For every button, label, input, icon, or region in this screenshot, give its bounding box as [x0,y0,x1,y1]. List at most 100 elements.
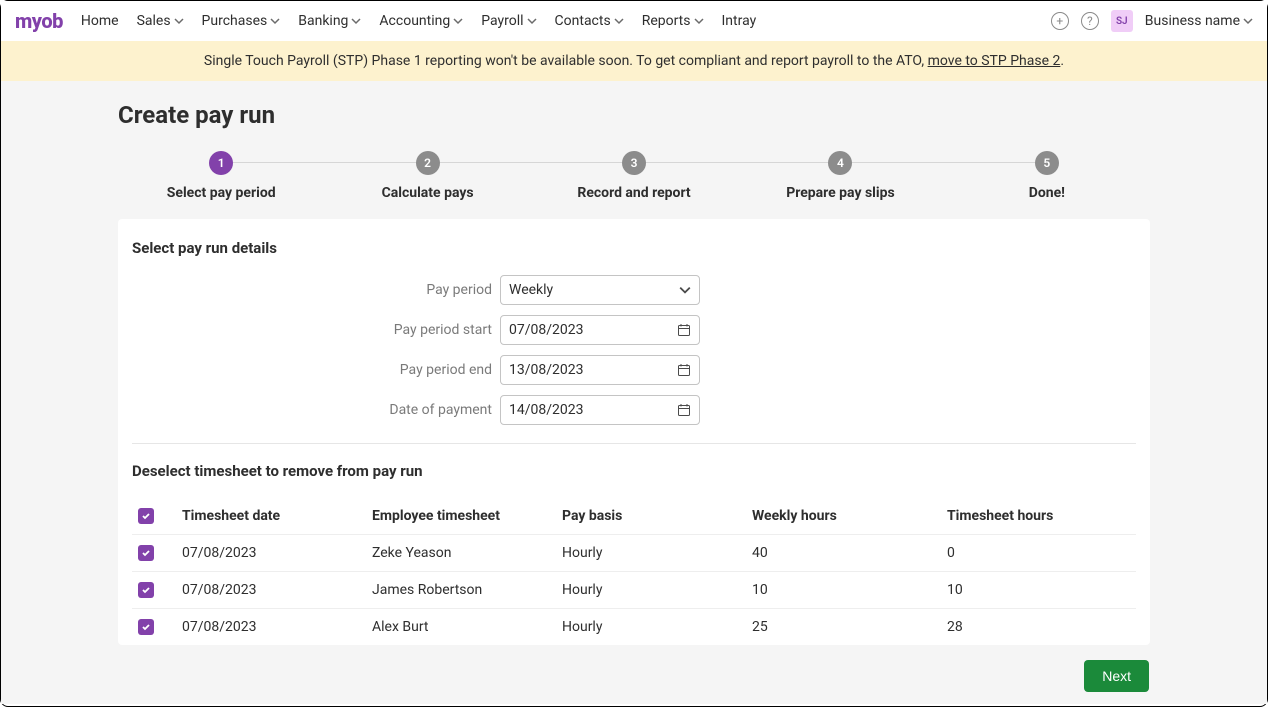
cell-timesheet-hours: 10 [947,582,1137,598]
banner-text-prefix: Single Touch Payroll (STP) Phase 1 repor… [204,53,928,69]
banner-text-suffix: . [1060,53,1064,69]
nav-items: Home Sales Purchases Banking Accounting Payro… [81,13,756,29]
business-name-label: Business name [1145,13,1240,29]
help-icon[interactable]: ? [1081,12,1099,30]
top-nav: myob Home Sales Purchases Banking Accounting… [1,1,1267,41]
col-weekly-hours: Weekly hours [752,508,947,524]
input-period-end-value: 13/08/2023 [509,362,584,378]
nav-item-label: Banking [298,13,348,29]
nav-item-sales[interactable]: Sales [137,13,184,29]
row-checkbox[interactable] [138,545,154,561]
step-3: 3 Record and report [531,151,737,201]
step-number: 4 [828,151,852,175]
step-number: 1 [209,151,233,175]
nav-item-reports[interactable]: Reports [642,13,704,29]
row-checkbox[interactable] [138,582,154,598]
cell-timesheet-hours: 0 [947,545,1137,561]
chevron-down-icon [1243,16,1253,26]
step-label: Done! [944,185,1150,201]
input-period-end[interactable]: 13/08/2023 [500,355,700,385]
nav-item-accounting[interactable]: Accounting [379,13,463,29]
timesheet-table: Timesheet date Employee timesheet Pay ba… [132,498,1136,645]
label-payment-date: Date of payment [132,402,500,418]
table-row: 07/08/2023Alex BurtHourly2528 [132,608,1136,645]
label-pay-period: Pay period [132,282,500,298]
nav-right: + ? SJ Business name [1051,10,1253,32]
chevron-down-icon [453,16,463,26]
step-label: Prepare pay slips [737,185,943,201]
row-pay-period: Pay period Weekly [132,275,1136,305]
form-rows: Pay period Weekly Pay period start 07/08… [132,275,1136,425]
cell-employee: Zeke Yeason [372,545,562,561]
nav-item-label: Intray [722,13,757,29]
input-payment-date-value: 14/08/2023 [509,402,584,418]
cell-pay-basis: Hourly [562,545,752,561]
nav-item-label: Payroll [481,13,523,29]
table-row: 07/08/2023Zeke YeasonHourly400 [132,534,1136,571]
cell-timesheet-date: 07/08/2023 [182,545,372,561]
add-icon[interactable]: + [1051,12,1069,30]
label-period-start: Pay period start [132,322,500,338]
nav-item-banking[interactable]: Banking [298,13,361,29]
cell-employee: Alex Burt [372,619,562,635]
select-all-checkbox[interactable] [138,508,154,524]
cell-pay-basis: Hourly [562,582,752,598]
calendar-icon [677,363,691,377]
step-5: 5Done! [944,151,1150,201]
section-title-details: Select pay run details [132,239,1136,257]
nav-item-intray[interactable]: Intray [722,13,757,29]
page-body: Create pay run 1Select pay period2Calcul… [1,81,1267,704]
nav-item-contacts[interactable]: Contacts [555,13,624,29]
row-checkbox[interactable] [138,619,154,635]
card-pay-run-details: Select pay run details Pay period Weekly… [118,219,1150,645]
nav-item-payroll[interactable]: Payroll [481,13,536,29]
nav-item-label: Reports [642,13,691,29]
select-pay-period-value: Weekly [509,282,553,298]
cell-weekly-hours: 40 [752,545,947,561]
chevron-down-icon [694,16,704,26]
table-row: 07/08/2023James RobertsonHourly1010 [132,571,1136,608]
cell-timesheet-date: 07/08/2023 [182,619,372,635]
calendar-icon [677,403,691,417]
chevron-down-icon [351,16,361,26]
step-number: 3 [622,151,646,175]
nav-item-label: Sales [137,13,171,29]
input-period-start[interactable]: 07/08/2023 [500,315,700,345]
cell-weekly-hours: 10 [752,582,947,598]
input-payment-date[interactable]: 14/08/2023 [500,395,700,425]
row-period-end: Pay period end 13/08/2023 [132,355,1136,385]
col-pay-basis: Pay basis [562,508,752,524]
cell-weekly-hours: 25 [752,619,947,635]
row-period-start: Pay period start 07/08/2023 [132,315,1136,345]
step-1: 1 Select pay period [118,151,324,201]
step-label: Calculate pays [324,185,530,201]
step-label: Select pay period [118,185,324,201]
nav-item-home[interactable]: Home [81,13,119,29]
banner-link[interactable]: move to STP Phase 2 [928,53,1061,69]
nav-item-label: Purchases [202,13,268,29]
chevron-down-icon [679,284,691,296]
nav-item-label: Accounting [379,13,450,29]
chevron-down-icon [174,16,184,26]
cell-timesheet-hours: 28 [947,619,1137,635]
col-timesheet-hours: Timesheet hours [947,508,1137,524]
cell-pay-basis: Hourly [562,619,752,635]
stepper: 1 Select pay period 2 Calculate pays 3 Record… [118,151,1150,201]
calendar-icon [677,323,691,337]
nav-item-purchases[interactable]: Purchases [202,13,281,29]
cell-timesheet-date: 07/08/2023 [182,582,372,598]
table-header-row: Timesheet date Employee timesheet Pay ba… [132,498,1136,534]
brand-logo: myob [15,9,63,33]
avatar[interactable]: SJ [1111,10,1133,32]
business-name-dropdown[interactable]: Business name [1145,13,1253,29]
select-pay-period[interactable]: Weekly [500,275,700,305]
nav-item-label: Home [81,13,119,29]
chevron-down-icon [614,16,624,26]
chevron-down-icon [270,16,280,26]
step-number: 2 [416,151,440,175]
notification-banner: Single Touch Payroll (STP) Phase 1 repor… [1,41,1267,81]
col-employee: Employee timesheet [372,508,562,524]
next-button[interactable]: Next [1084,660,1149,692]
label-period-end: Pay period end [132,362,500,378]
step-label: Record and report [531,185,737,201]
